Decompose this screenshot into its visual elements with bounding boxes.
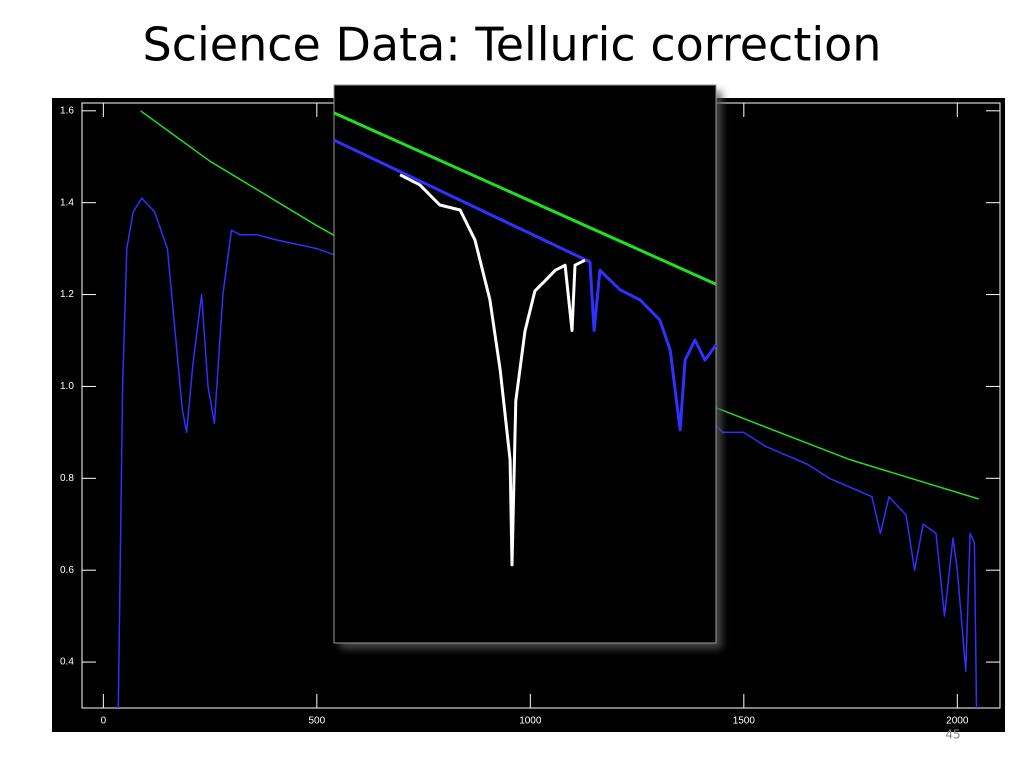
series-line bbox=[333, 138, 718, 432]
series-line bbox=[333, 111, 717, 286]
y-tick-label: 1.6 bbox=[60, 105, 74, 116]
x-tick-label: 0 bbox=[101, 716, 107, 727]
y-tick-label: 1.2 bbox=[60, 289, 74, 300]
slide-title: Science Data: Telluric correction bbox=[143, 18, 882, 72]
y-tick-label: 0.8 bbox=[60, 473, 74, 484]
inset-chart bbox=[333, 111, 718, 567]
slide-number: 45 bbox=[945, 728, 960, 742]
inset-background bbox=[333, 84, 717, 644]
y-tick-label: 1.0 bbox=[60, 381, 74, 392]
x-tick-label: 1000 bbox=[519, 716, 542, 727]
x-tick-label: 500 bbox=[308, 716, 325, 727]
series-line bbox=[399, 173, 586, 567]
y-tick-label: 0.6 bbox=[60, 565, 74, 576]
y-tick-label: 0.4 bbox=[60, 657, 74, 668]
x-tick-label: 2000 bbox=[946, 716, 969, 727]
y-tick-label: 1.4 bbox=[60, 197, 74, 208]
main-chart: 0.4 0.6 0.8 1.0 1.2 1.4 1.6 0 500 1000 1500 2000 bbox=[60, 102, 1001, 727]
x-tick-label: 1500 bbox=[733, 716, 756, 727]
